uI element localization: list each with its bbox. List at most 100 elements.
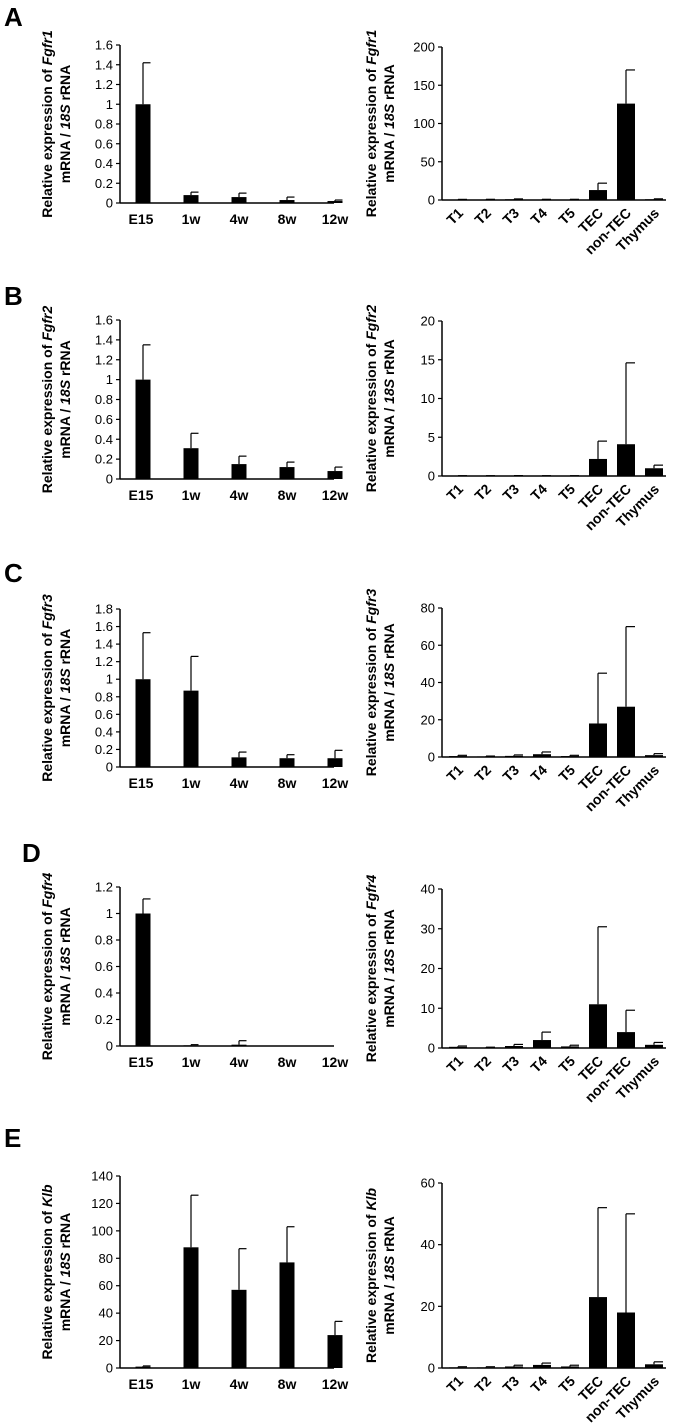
y-tick-label: 80 <box>99 1251 113 1266</box>
panel-letter-d: D <box>22 838 41 868</box>
y-tick-label: 15 <box>421 352 435 367</box>
y-axis-title-mrna: mRNA / <box>381 688 397 742</box>
y-tick-label: 0.4 <box>95 156 113 171</box>
y-tick-label: 20 <box>99 1333 113 1348</box>
bar-t2 <box>477 756 495 757</box>
bar-t3 <box>505 1366 523 1368</box>
y-tick-label: 40 <box>421 882 435 897</box>
y-tick-label: 60 <box>421 638 435 653</box>
y-tick-label: 0.8 <box>95 117 113 132</box>
bar-12w <box>327 1335 343 1368</box>
y-tick-label: 1.6 <box>95 313 113 328</box>
y-axis-title-line1: Relative expression of Klb <box>39 1184 55 1360</box>
y-tick-label: 40 <box>421 675 435 690</box>
bar-non-tec <box>617 1032 635 1048</box>
category-label-e15: E15 <box>129 211 154 227</box>
panel-letter-b: B <box>4 281 23 311</box>
category-label-8w: 8w <box>278 487 297 503</box>
y-axis-title-mrna: mRNA / <box>57 972 73 1026</box>
category-label-4w: 4w <box>230 211 249 227</box>
y-tick-label: 0.2 <box>95 742 113 757</box>
y-tick-label: 0 <box>428 193 435 208</box>
bar-tec <box>589 190 607 200</box>
y-axis-title-gene: Fgfr4 <box>363 875 379 910</box>
y-axis-title-rrna: rRNA <box>381 623 397 663</box>
bar-4w <box>231 197 247 203</box>
y-axis-title-line1: Relative expression of Fgfr4 <box>363 875 379 1063</box>
category-label-12w: 12w <box>322 1054 349 1070</box>
category-label-1w: 1w <box>182 1376 201 1392</box>
bar-8w <box>279 200 295 203</box>
y-tick-label: 1.4 <box>95 57 113 72</box>
y-tick-label: 0.2 <box>95 176 113 191</box>
y-axis-title-gene: Klb <box>39 1184 55 1207</box>
y-axis-title-line1: Relative expression of Fgfr1 <box>39 30 55 218</box>
y-axis-title-prefix: Relative expression of <box>39 908 55 1061</box>
y-tick-label: 1 <box>106 372 113 387</box>
category-label-t1: T1 <box>443 762 466 785</box>
bar-4w <box>231 757 247 767</box>
bar-t4 <box>533 1364 551 1368</box>
y-tick-label: 20 <box>421 314 435 329</box>
y-axis-title-line1: Relative expression of Fgfr3 <box>363 589 379 777</box>
bar-non-tec <box>617 444 635 476</box>
category-label-1w: 1w <box>182 487 201 503</box>
y-axis-title-gene: Fgfr3 <box>39 594 55 629</box>
bar-thymus <box>645 755 663 757</box>
category-label-12w: 12w <box>322 211 349 227</box>
y-axis-title-mrna: mRNA / <box>57 129 73 183</box>
y-tick-label: 0.6 <box>95 136 113 151</box>
y-axis-title-rrna: rRNA <box>381 909 397 949</box>
y-axis-title-mrna: mRNA / <box>381 1281 397 1335</box>
y-axis-title-mrna: mRNA / <box>381 404 397 458</box>
y-tick-label: 1.8 <box>95 602 113 617</box>
bar-12w <box>327 758 343 767</box>
category-label-1w: 1w <box>182 1054 201 1070</box>
y-tick-label: 20 <box>421 961 435 976</box>
category-label-t2: T2 <box>471 1053 494 1076</box>
y-tick-label: 1.4 <box>95 637 113 652</box>
bar-4w <box>231 1289 247 1368</box>
y-axis-title-line1: Relative expression of Fgfr4 <box>39 873 55 1061</box>
category-label-e15: E15 <box>129 1376 154 1392</box>
y-tick-label: 150 <box>413 78 435 93</box>
y-axis-title-prefix: Relative expression of <box>39 341 55 494</box>
charts-layer: 0 0.2 0.4 0.6 0.8 1 1.2 1.4 1.6 E15 1w 4w 8w 12w Relat… <box>39 30 666 1425</box>
bar-8w <box>279 1262 295 1368</box>
y-tick-label: 1 <box>106 97 113 112</box>
category-label-t1: T1 <box>443 1053 466 1076</box>
bar-1w <box>183 1247 199 1368</box>
y-tick-label: 0 <box>428 1041 435 1056</box>
bar-t3 <box>505 1046 523 1048</box>
bar-t3 <box>505 755 523 757</box>
bar-1w <box>183 448 199 479</box>
y-axis-title-rrna: rRNA <box>381 1216 397 1256</box>
y-axis-title-line2: mRNA / 18S rRNA <box>57 65 73 184</box>
y-axis-title-gene: Fgfr4 <box>39 873 55 908</box>
category-label-t4: T4 <box>527 762 550 785</box>
y-axis-title-gene: Fgfr3 <box>363 589 379 624</box>
category-label-4w: 4w <box>230 487 249 503</box>
category-label-12w: 12w <box>322 1376 349 1392</box>
category-label-12w: 12w <box>322 775 349 791</box>
y-axis-title-rrna: rRNA <box>57 65 73 105</box>
category-label-t3: T3 <box>499 762 522 785</box>
bar-e15 <box>135 913 151 1046</box>
bar-12w <box>327 471 343 479</box>
y-axis-title-mrna: mRNA / <box>57 1277 73 1331</box>
y-axis-title-line2: mRNA / 18S rRNA <box>381 909 397 1028</box>
y-tick-label: 1.2 <box>95 352 113 367</box>
bar-thymus <box>645 468 663 476</box>
category-label-t2: T2 <box>471 1373 494 1396</box>
y-tick-label: 120 <box>91 1196 113 1211</box>
bar-e15 <box>135 679 151 767</box>
y-axis-title-rrna: rRNA <box>381 339 397 379</box>
category-label-4w: 4w <box>230 775 249 791</box>
y-tick-label: 0 <box>106 472 113 487</box>
y-axis-title-line2: mRNA / 18S rRNA <box>57 340 73 459</box>
category-label-e15: E15 <box>129 1054 154 1070</box>
chart-b-timecourse: 0 0.2 0.4 0.6 0.8 1 1.2 1.4 1.6 E15 1w 4w 8w 12w Relat… <box>39 306 348 503</box>
bar-e15 <box>135 1366 151 1368</box>
